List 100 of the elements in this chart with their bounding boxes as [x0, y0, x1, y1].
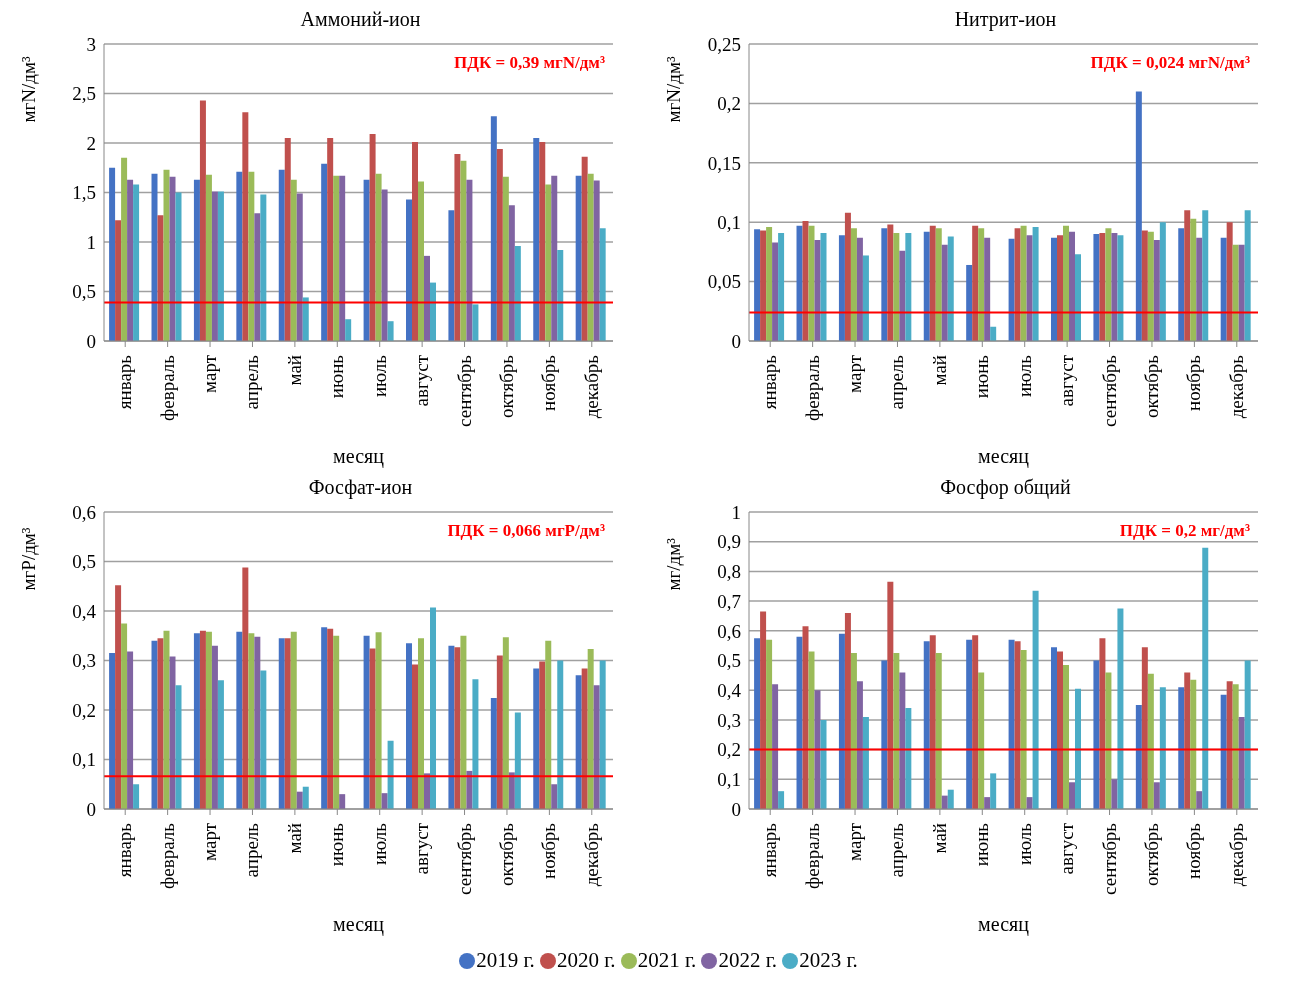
bar	[345, 319, 352, 341]
x-tick-label: ноябрь	[538, 822, 560, 879]
bar	[133, 184, 140, 341]
bar	[978, 228, 985, 341]
bar	[1147, 673, 1154, 809]
x-tick-label: февраль	[156, 354, 178, 421]
bar	[1178, 687, 1185, 809]
bar	[514, 712, 521, 809]
y-tick-label: 0,2	[72, 699, 96, 721]
bar	[466, 179, 473, 341]
bar	[947, 789, 954, 809]
x-axis-title: месяц	[333, 445, 385, 468]
bar	[254, 636, 261, 809]
x-tick-label: декабрь	[1225, 354, 1247, 419]
y-tick-label: 1,5	[72, 182, 96, 204]
bar	[1063, 225, 1070, 341]
y-tick-label: 0	[86, 330, 96, 352]
y-axis-title: мг/дм³	[662, 537, 684, 591]
bar	[193, 633, 200, 809]
x-tick-label: январь	[114, 354, 136, 410]
bar	[260, 670, 267, 809]
bar	[175, 192, 182, 341]
bar	[581, 668, 588, 809]
bar	[887, 224, 894, 341]
bar	[856, 681, 863, 809]
bar	[850, 653, 857, 809]
bar	[814, 690, 821, 809]
bar	[339, 175, 346, 341]
bar	[454, 647, 461, 809]
bar	[1226, 222, 1233, 341]
bar	[796, 636, 803, 809]
bar	[905, 232, 912, 341]
bar	[490, 698, 497, 809]
x-axis-title: месяц	[333, 913, 385, 936]
bar	[430, 607, 437, 809]
bar	[1026, 235, 1033, 341]
x-tick-label: июнь	[326, 822, 348, 867]
bar	[375, 173, 382, 341]
x-tick-label: ноябрь	[1183, 354, 1205, 411]
bar	[772, 242, 779, 341]
x-tick-label: апрель	[886, 354, 908, 410]
bar	[424, 773, 431, 809]
bar	[1153, 782, 1160, 809]
bar	[1020, 650, 1027, 809]
bar	[1117, 235, 1124, 341]
chart-title: Фосфат-ион	[307, 476, 414, 501]
x-tick-label: сентябрь	[453, 822, 475, 895]
bar	[205, 631, 212, 809]
bar	[935, 653, 942, 809]
bar	[929, 635, 936, 809]
bar	[302, 297, 309, 341]
x-tick-label: июнь	[971, 354, 993, 399]
bar	[248, 633, 255, 809]
bar	[575, 675, 582, 809]
ref-line-label: ПДК = 0,39 мгN/дм³	[453, 53, 605, 72]
bar	[175, 685, 182, 809]
bar	[151, 173, 158, 341]
bar	[1099, 232, 1106, 341]
x-tick-label: апрель	[886, 822, 908, 878]
y-tick-label: 0,1	[72, 749, 96, 771]
x-tick-label: октябрь	[495, 822, 517, 887]
y-tick-label: 0,1	[717, 211, 741, 233]
y-tick-label: 0,6	[717, 620, 741, 642]
bar	[157, 638, 164, 809]
x-tick-label: февраль	[801, 822, 823, 889]
bar	[1105, 672, 1112, 809]
y-tick-label: 1	[731, 501, 741, 523]
bar	[1057, 651, 1064, 809]
y-tick-label: 0,3	[72, 650, 96, 672]
bar	[1184, 672, 1191, 809]
legend-label: 2023 г.	[799, 948, 858, 973]
x-tick-label: август	[1056, 822, 1078, 875]
bar	[1020, 225, 1027, 341]
bar	[115, 220, 122, 341]
bar	[1141, 647, 1148, 809]
y-tick-label: 0	[731, 798, 741, 820]
bar	[508, 772, 515, 809]
bar	[278, 638, 285, 809]
bar	[941, 244, 948, 341]
bar	[881, 228, 888, 341]
bar	[217, 680, 224, 809]
y-tick-label: 0,5	[72, 551, 96, 573]
y-tick-label: 2,5	[72, 83, 96, 105]
x-tick-label: июль	[368, 822, 390, 866]
bar	[406, 199, 413, 341]
bar	[333, 635, 340, 809]
bar	[1026, 797, 1033, 809]
bar	[802, 221, 809, 341]
x-tick-label: январь	[759, 354, 781, 410]
bar	[381, 189, 388, 341]
bar	[1238, 244, 1245, 341]
bar	[236, 631, 243, 809]
bar	[856, 237, 863, 341]
bar	[199, 630, 206, 809]
bar	[1244, 660, 1251, 809]
bar	[296, 791, 303, 809]
bar	[838, 633, 845, 809]
x-tick-label: декабрь	[1225, 822, 1247, 887]
bar	[1093, 234, 1100, 341]
bar	[163, 169, 170, 341]
